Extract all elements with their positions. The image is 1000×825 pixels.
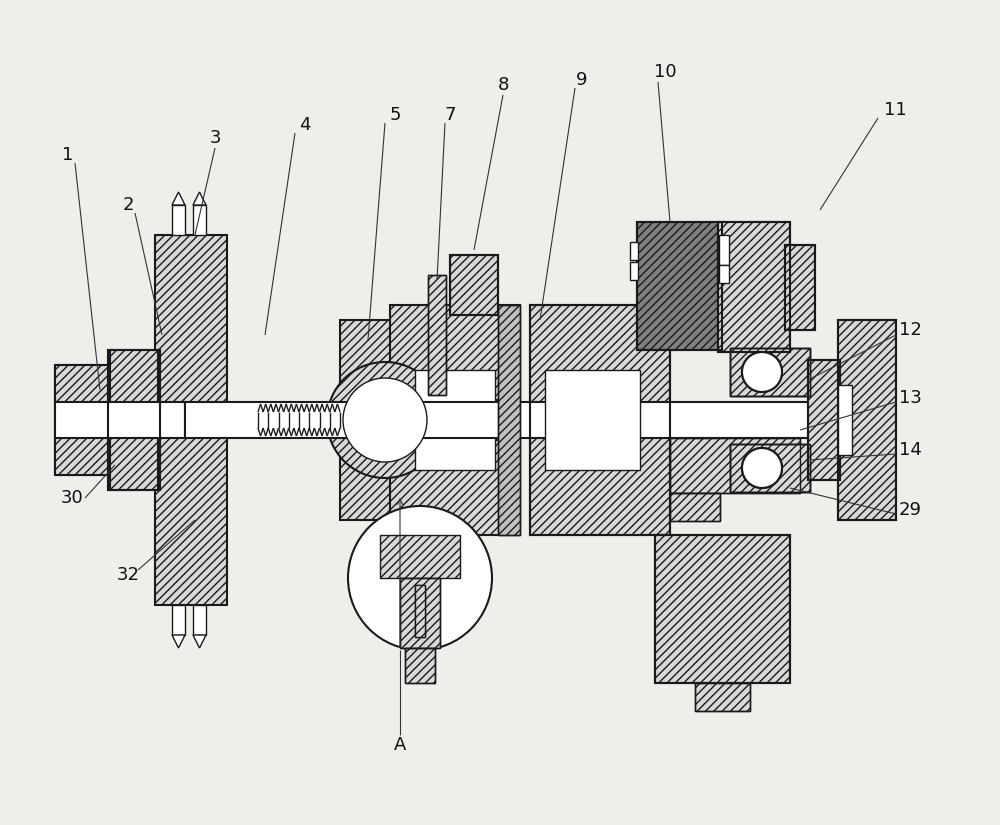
Text: 5: 5 bbox=[389, 106, 401, 124]
Polygon shape bbox=[172, 635, 185, 648]
Bar bbox=[838, 320, 896, 520]
Bar bbox=[730, 444, 810, 492]
Bar bbox=[405, 648, 435, 683]
Bar bbox=[730, 348, 810, 396]
Bar bbox=[718, 222, 790, 352]
Bar bbox=[730, 444, 810, 492]
Text: 10: 10 bbox=[654, 63, 676, 81]
Bar bbox=[193, 205, 206, 235]
Bar bbox=[730, 348, 810, 396]
Bar bbox=[390, 440, 520, 535]
Bar bbox=[193, 605, 206, 635]
Bar bbox=[405, 648, 435, 683]
Text: 9: 9 bbox=[576, 71, 588, 89]
Bar bbox=[785, 245, 815, 330]
Bar bbox=[630, 262, 638, 280]
Bar bbox=[695, 683, 750, 711]
Bar bbox=[428, 275, 446, 395]
Text: 11: 11 bbox=[884, 101, 906, 119]
Circle shape bbox=[742, 448, 782, 488]
Bar bbox=[808, 360, 840, 480]
Bar bbox=[670, 493, 720, 521]
Text: 32: 32 bbox=[116, 566, 140, 584]
Bar bbox=[415, 585, 425, 637]
Bar bbox=[428, 275, 446, 395]
Bar bbox=[785, 245, 815, 330]
Bar bbox=[450, 255, 498, 315]
Circle shape bbox=[348, 506, 492, 650]
Text: A: A bbox=[394, 736, 406, 754]
Bar bbox=[172, 205, 185, 235]
Bar bbox=[415, 585, 425, 637]
Text: 2: 2 bbox=[122, 196, 134, 214]
Circle shape bbox=[327, 362, 443, 478]
Bar bbox=[670, 438, 800, 493]
Bar bbox=[719, 235, 729, 265]
Bar bbox=[719, 265, 729, 283]
Bar bbox=[838, 385, 852, 455]
Bar bbox=[637, 222, 722, 350]
Bar bbox=[530, 305, 670, 535]
Bar bbox=[155, 235, 227, 605]
Bar bbox=[655, 535, 790, 683]
Bar bbox=[670, 493, 720, 521]
Text: 29: 29 bbox=[898, 501, 922, 519]
Text: 14: 14 bbox=[899, 441, 921, 459]
Bar bbox=[637, 222, 722, 350]
Bar bbox=[185, 402, 875, 438]
Bar bbox=[55, 365, 110, 475]
Text: 4: 4 bbox=[299, 116, 311, 134]
Text: 12: 12 bbox=[899, 321, 921, 339]
Bar bbox=[498, 305, 520, 535]
Bar bbox=[450, 255, 498, 315]
Bar bbox=[108, 350, 160, 490]
Bar bbox=[340, 320, 392, 402]
Bar bbox=[390, 305, 520, 400]
Bar bbox=[55, 365, 110, 475]
Bar bbox=[630, 242, 638, 260]
Bar bbox=[545, 370, 640, 470]
Bar bbox=[838, 320, 896, 520]
Bar bbox=[400, 578, 440, 648]
Text: 7: 7 bbox=[444, 106, 456, 124]
Bar bbox=[498, 305, 520, 535]
Text: 13: 13 bbox=[899, 389, 921, 407]
Polygon shape bbox=[193, 192, 206, 205]
Bar bbox=[730, 348, 810, 396]
Text: 3: 3 bbox=[209, 129, 221, 147]
Polygon shape bbox=[172, 192, 185, 205]
Bar bbox=[655, 535, 790, 683]
Circle shape bbox=[742, 352, 782, 392]
Bar bbox=[380, 535, 460, 578]
Circle shape bbox=[343, 378, 427, 462]
Bar bbox=[718, 222, 790, 352]
Bar bbox=[670, 438, 800, 493]
Text: 8: 8 bbox=[497, 76, 509, 94]
Circle shape bbox=[742, 352, 782, 392]
Bar bbox=[730, 444, 810, 492]
Bar bbox=[530, 305, 670, 535]
Text: 30: 30 bbox=[61, 489, 83, 507]
Bar bbox=[340, 438, 392, 520]
Bar bbox=[110, 350, 158, 490]
Text: 1: 1 bbox=[62, 146, 74, 164]
Bar bbox=[400, 578, 440, 648]
Bar bbox=[808, 360, 840, 480]
Bar bbox=[55, 402, 185, 438]
Polygon shape bbox=[193, 635, 206, 648]
Bar bbox=[172, 605, 185, 635]
Circle shape bbox=[742, 448, 782, 488]
Bar bbox=[695, 683, 750, 711]
Bar bbox=[415, 370, 495, 470]
